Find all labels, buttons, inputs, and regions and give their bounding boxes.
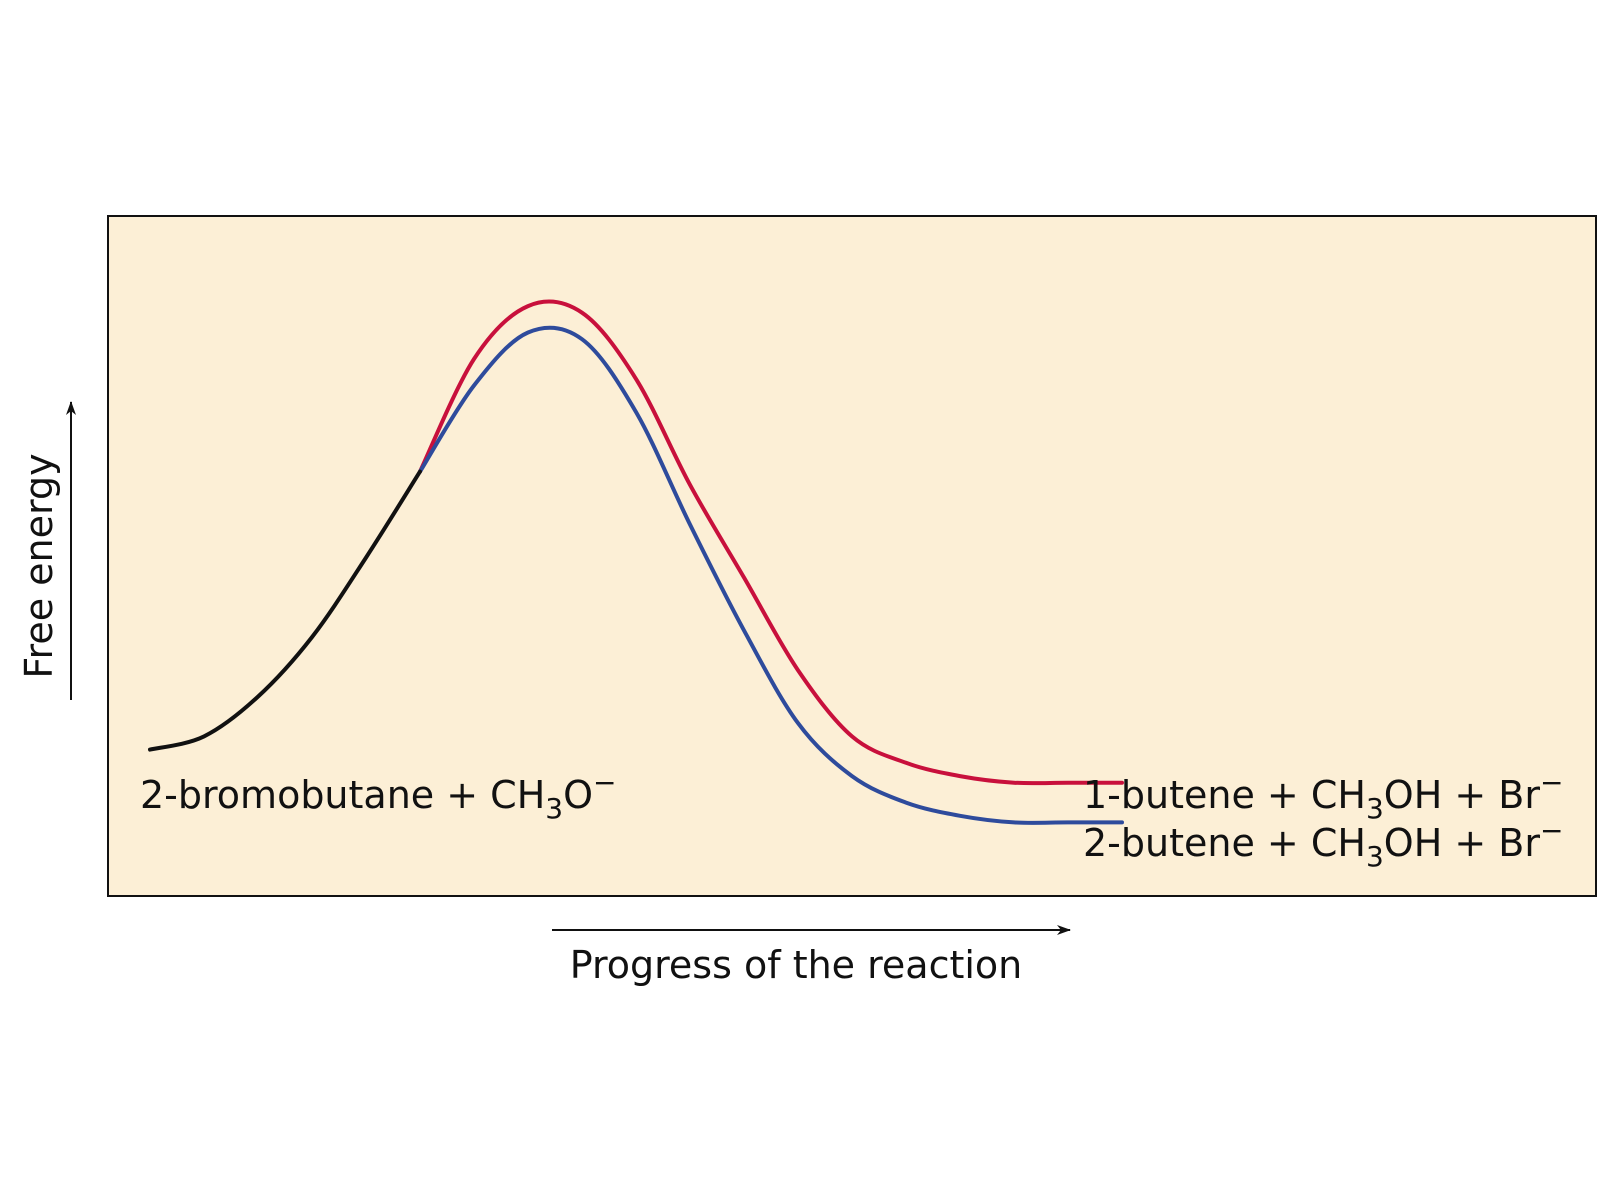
series-line-2 [418,325,1124,825]
reactant-curve [148,469,422,752]
species-labels: 2-bromobutane + CH3O− 1-butene + CH3OH + … [140,766,1563,873]
label-reactants: 2-bromobutane + CH3O− [140,766,617,825]
y-axis-label: Free energy [17,453,61,678]
x-axis-label: Progress of the reaction [570,943,1023,987]
label-product-1: 1-butene + CH3OH + Br− [1083,766,1563,825]
plot-area [107,215,1597,897]
series-line-1 [418,299,1124,786]
label-product-2: 2-butene + CH3OH + Br− [1083,814,1563,873]
energy-curves [148,299,1124,825]
